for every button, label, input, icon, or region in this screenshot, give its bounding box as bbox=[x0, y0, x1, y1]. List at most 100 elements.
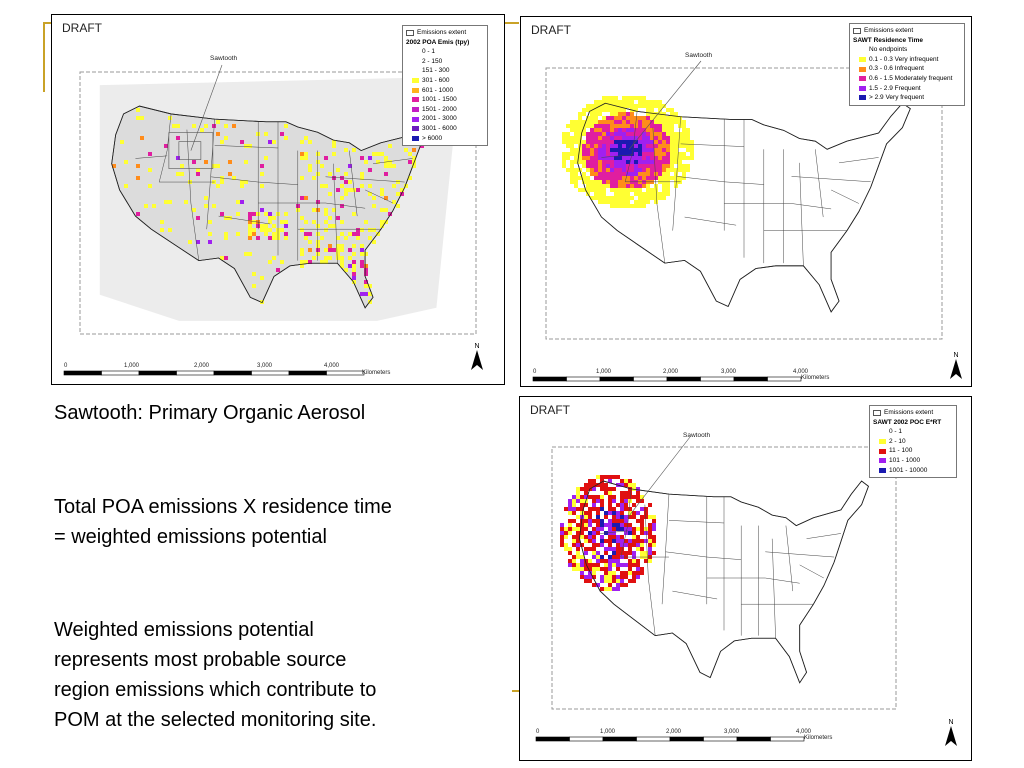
legend-swatch bbox=[859, 47, 866, 53]
legend-item: 11 - 100 bbox=[873, 446, 953, 456]
draft-label: DRAFT bbox=[62, 21, 102, 35]
extent-box-icon bbox=[853, 27, 861, 34]
legend-label: > 2.9 Very frequent bbox=[869, 94, 925, 102]
legend-swatch bbox=[412, 78, 419, 84]
paragraph-line: represents most probable source bbox=[54, 649, 347, 671]
map-panel-residence-time: DRAFT Sawtooth Emissions extent SAWT Resi… bbox=[520, 16, 972, 387]
scale-unit-label: Kilometers bbox=[801, 375, 830, 381]
map-legend: Emissions extent SAWT Residence Time No en… bbox=[849, 23, 965, 106]
legend-swatch bbox=[412, 97, 419, 103]
legend-label: 1501 - 2000 bbox=[422, 105, 457, 113]
map-legend: Emissions extent 2002 POA Emis (tpy) 0 - 1… bbox=[402, 25, 488, 147]
legend-item: 2 - 150 bbox=[406, 57, 484, 67]
legend-label: 2 - 150 bbox=[422, 57, 443, 65]
scale-tick-label: 2,000 bbox=[663, 369, 679, 375]
legend-item: 0 - 1 bbox=[406, 47, 484, 57]
scale-tick-label: 0 bbox=[533, 369, 537, 375]
scale-tick-label: 4,000 bbox=[796, 729, 812, 735]
legend-label: 151 - 300 bbox=[422, 67, 450, 75]
legend-title: SAWT Residence Time bbox=[853, 36, 923, 44]
north-label: N bbox=[948, 719, 954, 726]
legend-swatch bbox=[859, 95, 866, 101]
legend-label: > 6000 bbox=[422, 134, 443, 142]
north-arrow-icon bbox=[945, 726, 957, 746]
map-panel-weighted-emissions: DRAFT Sawtooth Emissions extent SAWT 2002… bbox=[519, 396, 972, 761]
legend-swatch bbox=[412, 87, 419, 93]
legend-swatch bbox=[412, 116, 419, 122]
legend-swatch bbox=[859, 76, 866, 82]
legend-item: 1001 - 1500 bbox=[406, 95, 484, 105]
legend-item: 1.5 - 2.9 Frequent bbox=[853, 84, 961, 94]
north-arrow: N bbox=[949, 352, 963, 383]
legend-swatch bbox=[879, 439, 886, 445]
map-panel-poa-emissions: DRAFT Sawtooth Emissions extent 2002 POA … bbox=[51, 14, 505, 385]
legend-title: SAWT 2002 POC E*RT bbox=[873, 418, 942, 426]
legend-extent-label: Emissions extent bbox=[417, 29, 467, 36]
legend-swatch bbox=[879, 429, 886, 435]
legend-extent-item: Emissions extent bbox=[873, 408, 953, 418]
draft-label: DRAFT bbox=[531, 23, 571, 37]
scale-tick-label: 0 bbox=[64, 363, 68, 369]
legend-label: No endpoints bbox=[869, 46, 908, 54]
extent-box-icon bbox=[873, 409, 881, 416]
legend-extent-label: Emissions extent bbox=[884, 409, 934, 416]
north-label: N bbox=[474, 343, 480, 350]
legend-item: 0.6 - 1.5 Moderately frequent bbox=[853, 74, 961, 84]
legend-item: 2 - 10 bbox=[873, 437, 953, 447]
legend-item: 0.1 - 0.3 Very infrequent bbox=[853, 55, 961, 65]
legend-label: 2 - 10 bbox=[889, 437, 906, 445]
scale-tick-label: 4,000 bbox=[324, 363, 340, 369]
site-label: Sawtooth bbox=[683, 432, 711, 439]
accent-line-horizontal-top bbox=[43, 22, 53, 24]
legend-item: > 2.9 Very frequent bbox=[853, 93, 961, 103]
legend-swatch bbox=[879, 467, 886, 473]
legend-item: 151 - 300 bbox=[406, 66, 484, 76]
legend-label: 0 - 1 bbox=[889, 428, 903, 436]
legend-label: 0 - 1 bbox=[422, 48, 436, 56]
legend-swatch bbox=[859, 57, 866, 63]
paragraph-line: Weighted emissions potential bbox=[54, 619, 314, 641]
legend-extent-label: Emissions extent bbox=[864, 27, 914, 34]
scale-tick-label: 2,000 bbox=[666, 729, 682, 735]
accent-line-vertical bbox=[43, 22, 45, 92]
legend-extent-item: Emissions extent bbox=[406, 28, 484, 38]
scale-tick-label: 3,000 bbox=[721, 369, 737, 375]
scale-tick-label: 2,000 bbox=[194, 363, 210, 369]
legend-swatch bbox=[412, 59, 419, 65]
legend-swatch bbox=[412, 49, 419, 55]
legend-title: 2002 POA Emis (tpy) bbox=[406, 38, 470, 46]
north-arrow: N bbox=[944, 719, 958, 750]
legend-label: 3001 - 6000 bbox=[422, 124, 457, 132]
legend-item: 0 - 1 bbox=[873, 427, 953, 437]
legend-label: 101 - 1000 bbox=[889, 456, 921, 464]
paragraph-emissions-formula: Total POA emissions X residence time = w… bbox=[54, 492, 392, 552]
legend-item: 1001 - 10000 bbox=[873, 466, 953, 476]
legend-swatch bbox=[412, 68, 419, 74]
legend-swatch bbox=[879, 448, 886, 454]
legend-item: 101 - 1000 bbox=[873, 456, 953, 466]
scale-tick-label: 3,000 bbox=[257, 363, 273, 369]
scale-unit-label: Kilometers bbox=[804, 735, 833, 741]
legend-item: > 6000 bbox=[406, 134, 484, 144]
scale-tick-label: 4,000 bbox=[793, 369, 809, 375]
legend-label: 1001 - 1500 bbox=[422, 96, 457, 104]
scale-unit-label: Kilometers bbox=[362, 370, 391, 376]
slide-title: Sawtooth: Primary Organic Aerosol bbox=[54, 402, 366, 424]
extent-box-icon bbox=[406, 29, 414, 36]
legend-swatch bbox=[412, 126, 419, 132]
legend-item: 2001 - 3000 bbox=[406, 114, 484, 124]
legend-item: 0.3 - 0.6 Infrequent bbox=[853, 64, 961, 74]
paragraph-line: = weighted emissions potential bbox=[54, 526, 327, 548]
legend-label: 601 - 1000 bbox=[422, 86, 454, 94]
map-image-residence-time bbox=[532, 60, 943, 382]
legend-label: 0.6 - 1.5 Moderately frequent bbox=[869, 74, 953, 82]
legend-item: 3001 - 6000 bbox=[406, 124, 484, 134]
legend-swatch bbox=[412, 135, 419, 141]
accent-line-bottom bbox=[512, 690, 520, 692]
legend-label: 1001 - 10000 bbox=[889, 466, 928, 474]
scale-tick-label: 1,000 bbox=[596, 369, 612, 375]
paragraph-line: region emissions which contribute to bbox=[54, 679, 377, 701]
legend-label: 0.1 - 0.3 Very infrequent bbox=[869, 55, 939, 63]
legend-item: 301 - 600 bbox=[406, 76, 484, 86]
